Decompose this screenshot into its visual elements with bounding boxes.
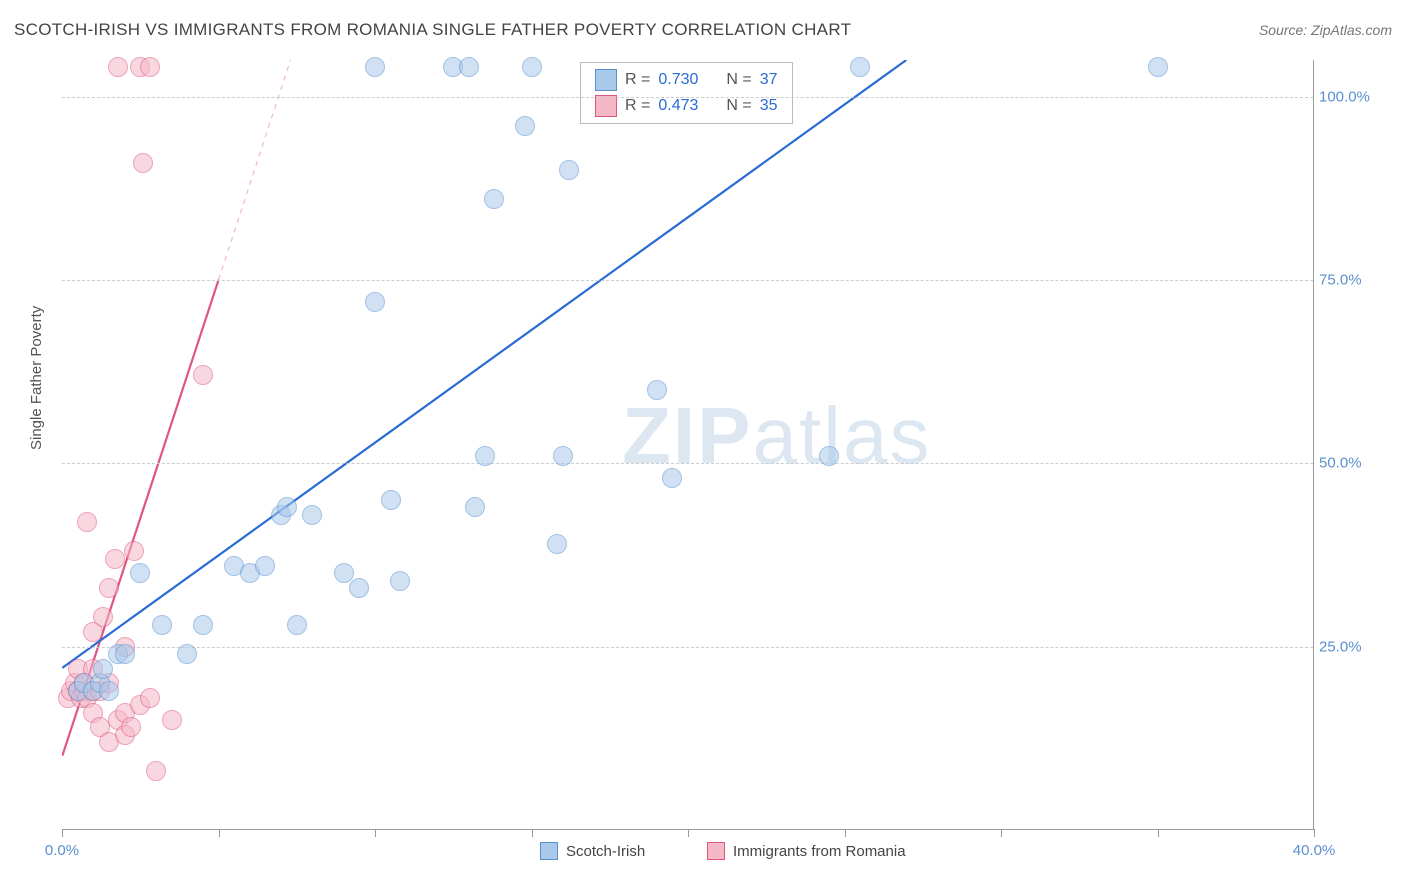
x-tick-label: 0.0% [45,842,79,859]
data-point-scotch-irish [93,659,113,679]
data-point-scotch-irish [475,446,495,466]
data-point-scotch-irish [553,446,573,466]
data-point-scotch-irish [465,497,485,517]
x-tick [375,829,376,837]
x-tick [1001,829,1002,837]
legend-swatch-b [707,842,725,860]
legend-label-a: Scotch-Irish [566,843,645,860]
gridline-y [62,97,1313,98]
data-point-romania [108,57,128,77]
x-tick-label: 40.0% [1293,842,1336,859]
data-point-scotch-irish [177,644,197,664]
data-point-scotch-irish [662,468,682,488]
x-tick [1314,829,1315,837]
trend-line [219,60,291,280]
data-point-scotch-irish [349,578,369,598]
r-value-b: 0.473 [658,97,698,115]
x-tick [219,829,220,837]
data-point-romania [121,717,141,737]
data-point-romania [105,549,125,569]
stats-row-series-a: R = 0.730 N = 37 [595,67,778,93]
y-tick-label: 50.0% [1319,455,1379,472]
trend-lines-layer [62,60,1313,829]
x-tick [532,829,533,837]
y-tick-label: 75.0% [1319,272,1379,289]
data-point-scotch-irish [459,57,479,77]
data-point-scotch-irish [130,563,150,583]
data-point-romania [146,761,166,781]
r-value-a: 0.730 [658,71,698,89]
x-tick [1158,829,1159,837]
data-point-scotch-irish [99,681,119,701]
data-point-scotch-irish [152,615,172,635]
data-point-scotch-irish [484,189,504,209]
legend-label-b: Immigrants from Romania [733,843,906,860]
data-point-romania [99,578,119,598]
correlation-stats-box: R = 0.730 N = 37 R = 0.473 N = 35 [580,62,793,124]
data-point-scotch-irish [334,563,354,583]
gridline-y [62,280,1313,281]
data-point-scotch-irish [365,57,385,77]
y-axis-label: Single Father Poverty [28,306,45,450]
x-tick [845,829,846,837]
data-point-romania [133,153,153,173]
data-point-scotch-irish [515,116,535,136]
scatter-plot-area: ZIPatlas R = 0.730 N = 37 R = 0.473 N = … [62,60,1314,830]
n-value-a: 37 [760,71,778,89]
data-point-scotch-irish [381,490,401,510]
data-point-scotch-irish [390,571,410,591]
data-point-scotch-irish [287,615,307,635]
series-a-swatch [595,69,617,91]
data-point-scotch-irish [302,505,322,525]
data-point-scotch-irish [115,644,135,664]
chart-header: SCOTCH-IRISH VS IMMIGRANTS FROM ROMANIA … [14,20,1392,40]
data-point-scotch-irish [850,57,870,77]
data-point-scotch-irish [547,534,567,554]
data-point-scotch-irish [559,160,579,180]
x-tick [688,829,689,837]
data-point-scotch-irish [255,556,275,576]
data-point-scotch-irish [193,615,213,635]
legend-swatch-a [540,842,558,860]
gridline-y [62,647,1313,648]
data-point-romania [93,607,113,627]
data-point-scotch-irish [1148,57,1168,77]
data-point-romania [193,365,213,385]
data-point-scotch-irish [819,446,839,466]
n-value-b: 35 [760,97,778,115]
gridline-y [62,463,1313,464]
series-legend-b: Immigrants from Romania [707,842,906,860]
source-attribution: Source: ZipAtlas.com [1259,22,1392,38]
y-tick-label: 100.0% [1319,88,1379,105]
data-point-romania [162,710,182,730]
trend-line [62,60,906,668]
series-b-swatch [595,95,617,117]
data-point-romania [77,512,97,532]
data-point-scotch-irish [647,380,667,400]
data-point-scotch-irish [365,292,385,312]
data-point-scotch-irish [277,497,297,517]
series-legend-a: Scotch-Irish [540,842,645,860]
y-tick-label: 25.0% [1319,638,1379,655]
x-tick [62,829,63,837]
data-point-romania [140,57,160,77]
chart-title: SCOTCH-IRISH VS IMMIGRANTS FROM ROMANIA … [14,20,851,40]
data-point-scotch-irish [522,57,542,77]
data-point-romania [124,541,144,561]
data-point-romania [140,688,160,708]
